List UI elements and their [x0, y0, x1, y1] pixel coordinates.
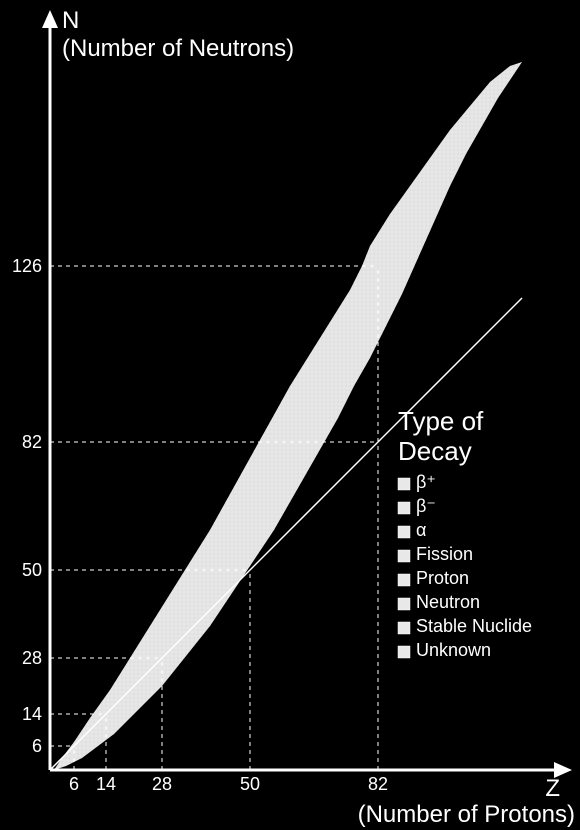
x-tick-label: 50 — [240, 774, 260, 794]
y-tick-label: 6 — [32, 736, 42, 756]
legend-swatch — [398, 622, 410, 634]
legend-swatch — [398, 550, 410, 562]
legend-swatch — [398, 526, 410, 538]
legend-item-label: Stable Nuclide — [416, 616, 532, 636]
y-axis-title: (Number of Neutrons) — [62, 35, 294, 62]
x-tick-label: 82 — [368, 774, 388, 794]
legend-swatch — [398, 502, 410, 514]
y-axis-symbol: N — [62, 7, 79, 34]
legend-item-label: Proton — [416, 568, 469, 588]
legend-swatch — [398, 574, 410, 586]
legend-item-label: α — [416, 520, 426, 540]
legend-swatch — [398, 478, 410, 490]
legend-title-2: Decay — [398, 436, 472, 466]
x-axis-symbol: Z — [545, 775, 560, 802]
legend-title-1: Type of — [398, 406, 484, 436]
x-tick-label: 14 — [96, 774, 116, 794]
legend-item-label: Unknown — [416, 640, 491, 660]
y-axis-arrow — [42, 10, 58, 28]
legend-swatch — [398, 598, 410, 610]
n-equals-z-line — [50, 298, 522, 770]
x-tick-label: 6 — [69, 774, 79, 794]
legend-item-label: β⁻ — [416, 496, 436, 516]
x-tick-label: 28 — [152, 774, 172, 794]
y-tick-label: 50 — [22, 560, 42, 580]
nz-chart: 6 14 28 50 82 6 14 28 50 82 126 N(Number of Neutron… — [0, 0, 580, 830]
legend-swatch — [398, 646, 410, 658]
x-axis-title: (Number of Protons) — [358, 801, 575, 828]
legend-item-label: β⁺ — [416, 472, 436, 492]
y-tick-label: 82 — [22, 432, 42, 452]
y-tick-label: 126 — [12, 256, 42, 276]
y-tick-label: 28 — [22, 648, 42, 668]
legend-item-label: Neutron — [416, 592, 480, 612]
legend-item-label: Fission — [416, 544, 473, 564]
y-tick-label: 14 — [22, 704, 42, 724]
